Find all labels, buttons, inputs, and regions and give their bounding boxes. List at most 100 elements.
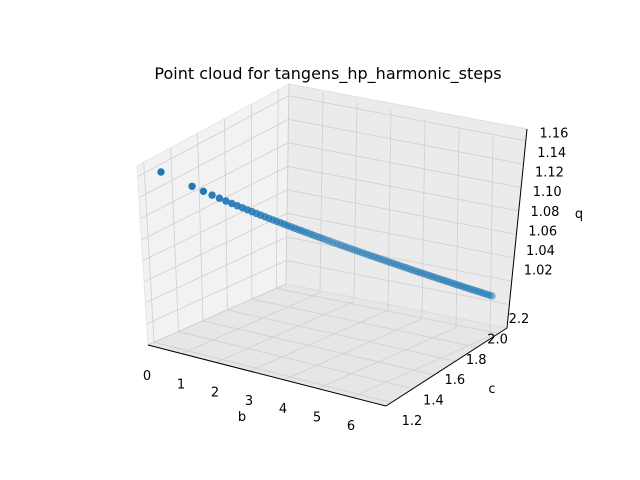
grid-line-q bbox=[140, 142, 522, 220]
scatter-point bbox=[437, 275, 445, 284]
grid-line-b bbox=[317, 127, 460, 389]
scatter-point bbox=[481, 290, 490, 298]
grid-line-q bbox=[141, 165, 519, 241]
scatter-point bbox=[319, 235, 328, 243]
scatter-point bbox=[188, 182, 196, 191]
scatter-point bbox=[435, 275, 443, 283]
grid-line-q bbox=[143, 212, 515, 283]
q-tick-label: 1.14 bbox=[537, 146, 566, 161]
scatter-point bbox=[460, 283, 468, 291]
scatter-point bbox=[479, 289, 488, 297]
scatter-point bbox=[157, 168, 165, 176]
scatter-point bbox=[477, 288, 485, 297]
chart-title: Point cloud for tangens_hp_harmonic_step… bbox=[154, 64, 501, 84]
scatter-point bbox=[351, 246, 359, 254]
scatter-point bbox=[334, 240, 342, 248]
grid-line-b bbox=[283, 118, 426, 381]
scatter-point bbox=[451, 280, 459, 288]
scatter-point bbox=[416, 268, 424, 277]
scatter-point bbox=[455, 281, 463, 290]
scatter-point bbox=[364, 251, 372, 259]
scatter-point bbox=[372, 253, 380, 262]
scatter-point bbox=[374, 254, 383, 263]
scatter-point bbox=[208, 191, 216, 199]
scatter-point bbox=[348, 245, 356, 253]
scatter-point bbox=[421, 270, 429, 278]
scatter-point bbox=[464, 284, 472, 292]
grid-line-q bbox=[142, 189, 517, 262]
scatter-point bbox=[473, 287, 481, 295]
scatter-point bbox=[397, 262, 405, 270]
scatter-point bbox=[353, 247, 362, 255]
scatter-point bbox=[430, 273, 438, 281]
b-tick-label: 2 bbox=[211, 386, 219, 401]
grid-line-b bbox=[215, 101, 358, 363]
c-tick-label: 2.0 bbox=[487, 332, 508, 347]
c-axis-line bbox=[385, 327, 508, 407]
scatter-point bbox=[488, 292, 496, 300]
grid-line-c bbox=[250, 104, 478, 348]
scatter-point bbox=[462, 283, 470, 292]
b-tick-label: 6 bbox=[347, 419, 355, 434]
scatter-point bbox=[337, 241, 345, 249]
scatter-point bbox=[390, 259, 398, 268]
grid-line-q bbox=[146, 260, 510, 325]
tick-labels: 0 1 2 3 4 5 6 1.21.41.61.82.02.2 1.02 1.04 1.06 1.0… bbox=[143, 127, 569, 434]
c-axis-label: c bbox=[488, 382, 495, 397]
grid-line-c bbox=[143, 162, 392, 403]
scatter-point bbox=[387, 259, 395, 267]
b-axis-line bbox=[147, 344, 387, 407]
q-tick-label: 1.02 bbox=[524, 263, 553, 278]
scatter-point bbox=[404, 264, 413, 273]
scatter-point bbox=[439, 276, 448, 284]
scatter-point bbox=[484, 290, 492, 299]
scatter-point bbox=[466, 285, 474, 293]
scatter-point bbox=[457, 282, 466, 290]
scatter-point bbox=[411, 267, 420, 275]
c-tick-label: 2.2 bbox=[509, 312, 530, 327]
q-tick-label: 1.10 bbox=[533, 185, 562, 200]
scatter-point bbox=[423, 271, 432, 279]
b-tick-label: 3 bbox=[245, 394, 253, 409]
scatter-point bbox=[486, 291, 494, 299]
scatter-point bbox=[432, 274, 441, 282]
c-tick-label: 1.2 bbox=[402, 414, 423, 429]
grid-line-b bbox=[147, 83, 290, 346]
scatter-point bbox=[385, 258, 393, 266]
scatter-point bbox=[399, 263, 408, 271]
scatter-point bbox=[377, 255, 385, 263]
grid-lines bbox=[137, 83, 526, 403]
q-tick-label: 1.16 bbox=[539, 127, 568, 142]
axes bbox=[147, 128, 528, 407]
scatter-point bbox=[199, 187, 208, 196]
grid-line-q bbox=[137, 95, 526, 177]
scatter-point bbox=[331, 239, 339, 247]
scatter-point bbox=[407, 265, 415, 274]
scatter-point bbox=[453, 281, 461, 289]
scatter-point bbox=[322, 236, 331, 244]
scatter-point bbox=[419, 269, 427, 277]
scatter-point bbox=[328, 238, 336, 246]
q-tick-label: 1.06 bbox=[528, 224, 557, 239]
scatter-point bbox=[414, 268, 422, 276]
grid-line-b bbox=[351, 136, 494, 398]
grid-line-q bbox=[138, 118, 524, 198]
scatter-point bbox=[382, 257, 390, 265]
grid-line-q bbox=[145, 236, 512, 304]
grid-line-b bbox=[181, 92, 324, 355]
scatter-point bbox=[448, 279, 457, 287]
scatter-point bbox=[215, 194, 224, 202]
scatter-point bbox=[394, 261, 403, 269]
scatter-point bbox=[380, 256, 388, 264]
scatter-point bbox=[340, 242, 348, 250]
b-tick-label: 1 bbox=[177, 377, 185, 392]
b-axis-label: b bbox=[238, 410, 246, 425]
scatter-point bbox=[426, 272, 434, 280]
scatter-point bbox=[325, 237, 334, 245]
grid-line-c bbox=[197, 133, 435, 376]
grid-line-b bbox=[249, 110, 392, 372]
grid-line-c bbox=[224, 118, 456, 362]
b-tick-label: 4 bbox=[279, 402, 287, 417]
scatter-point bbox=[367, 252, 375, 260]
